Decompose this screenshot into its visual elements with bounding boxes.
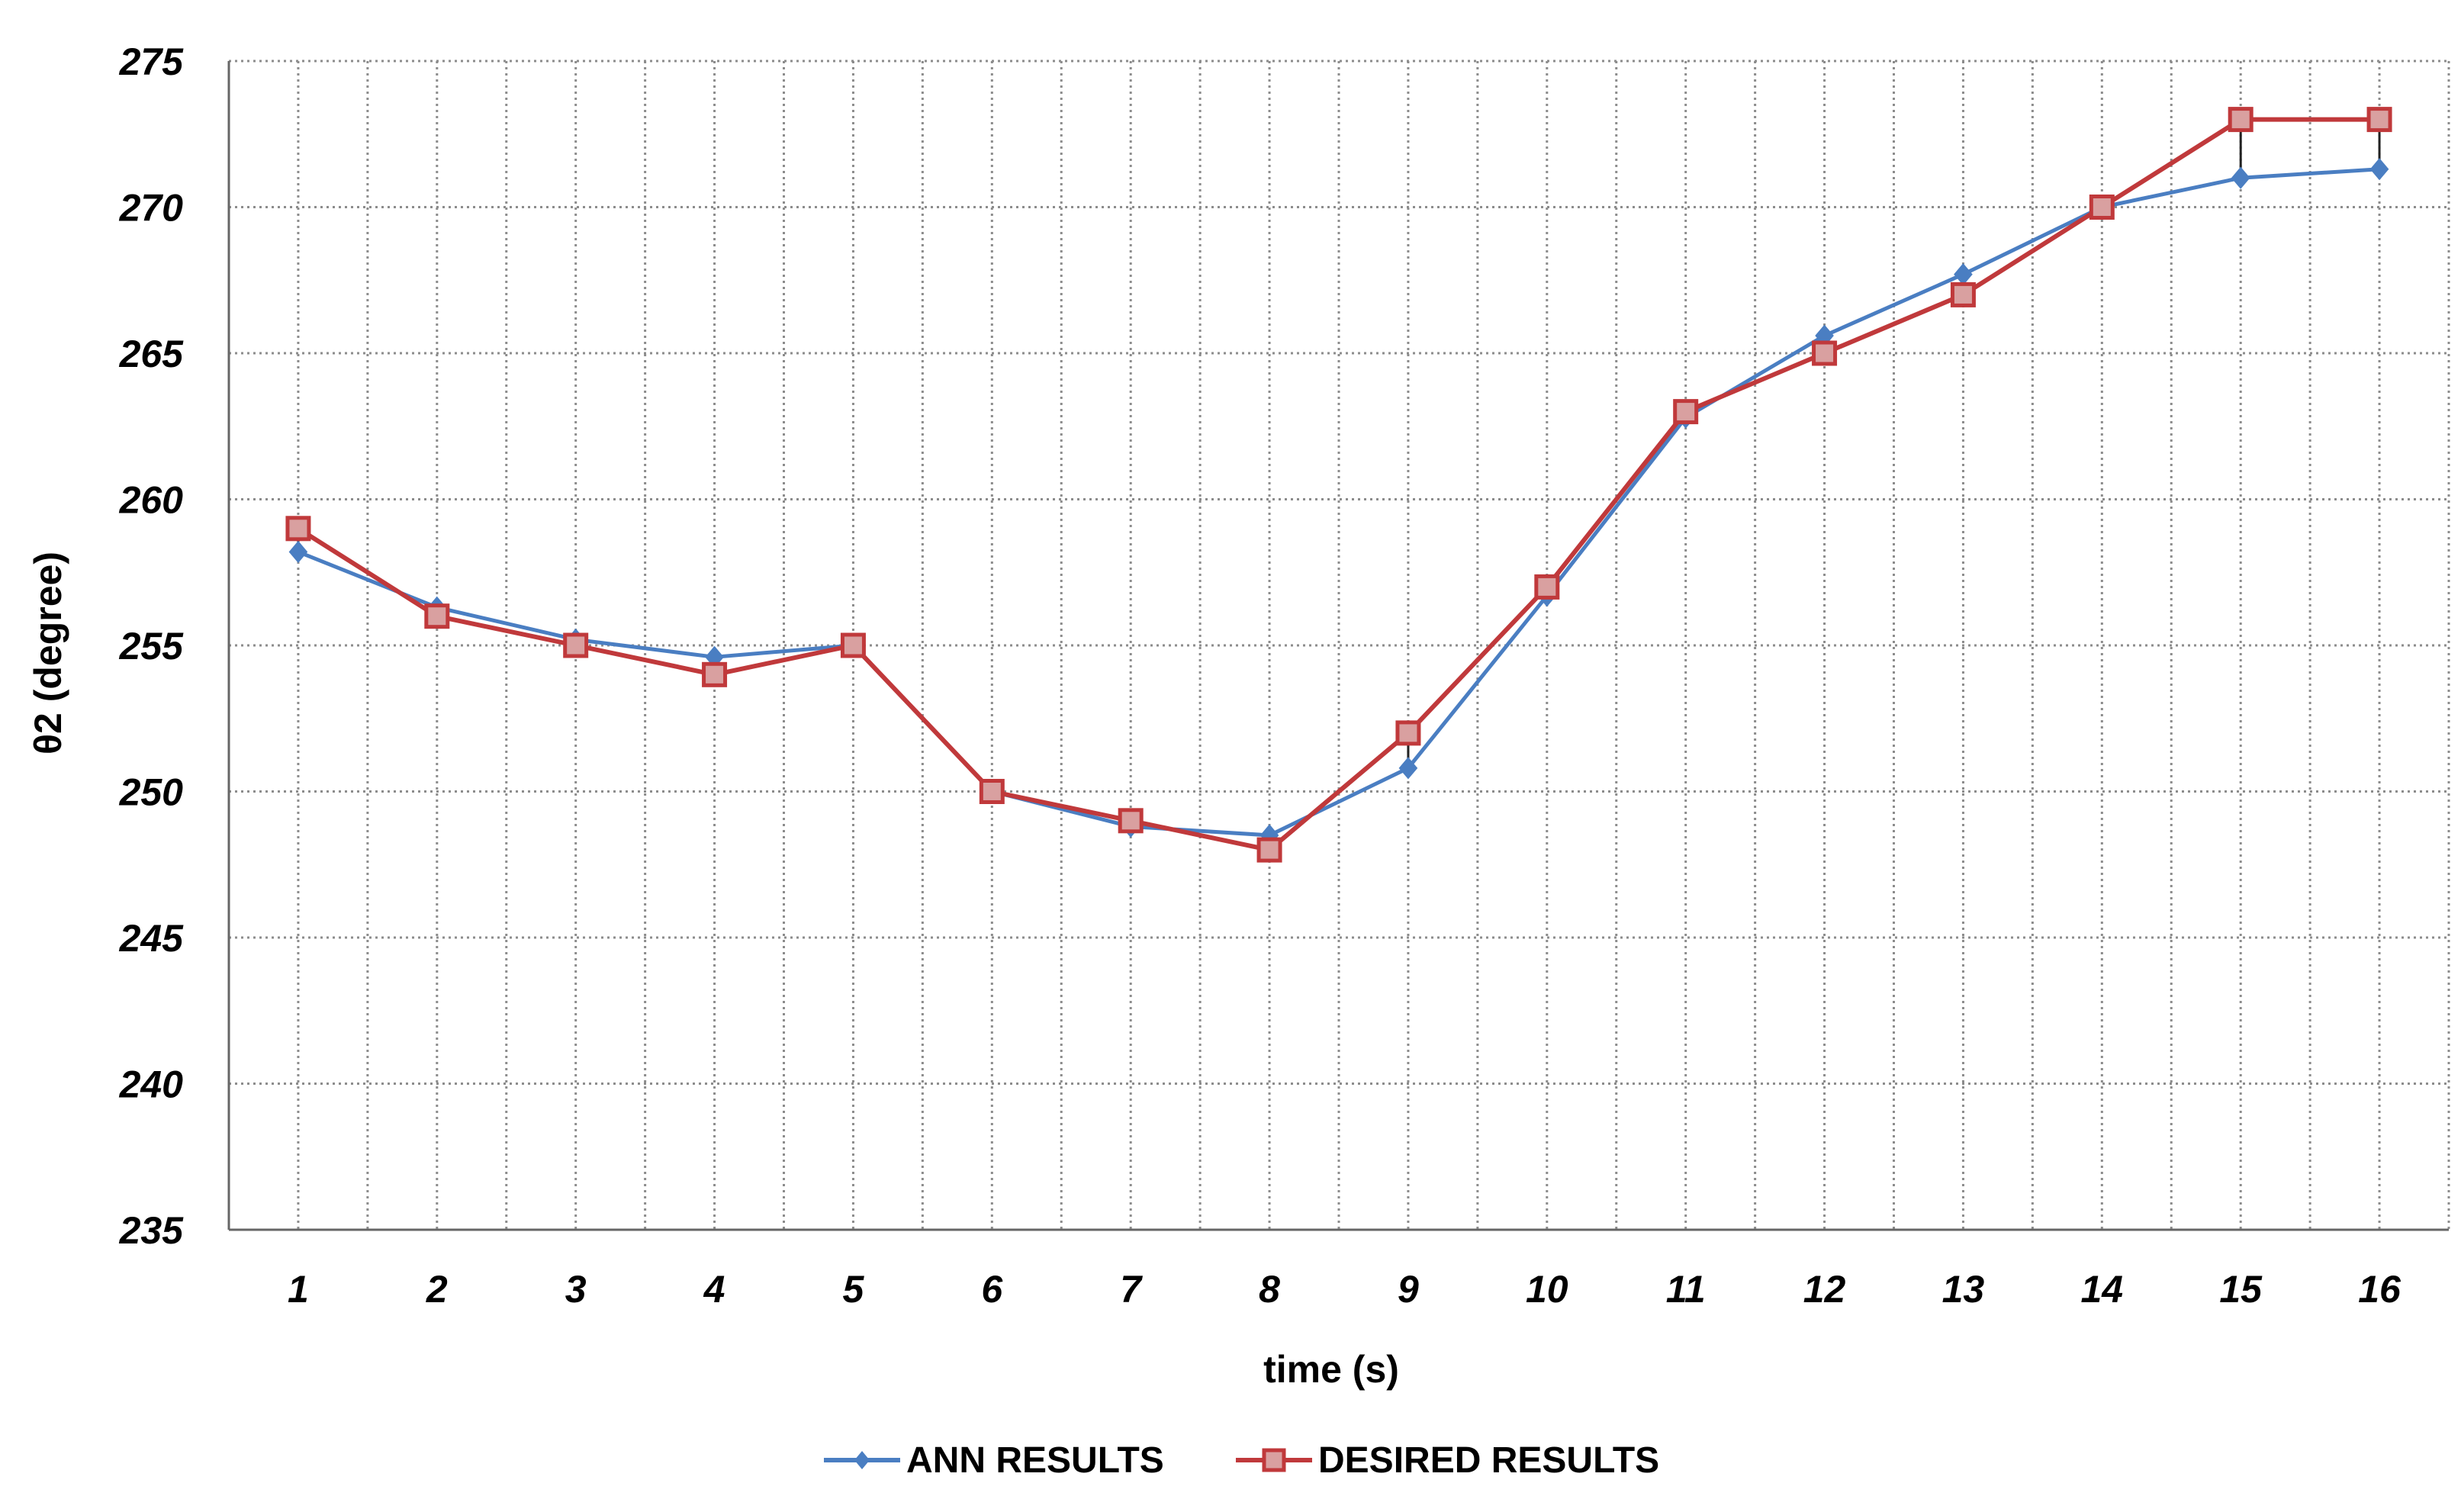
y-tick-label: 245 — [119, 917, 185, 960]
x-tick-label: 14 — [2081, 1268, 2124, 1311]
y-tick-label: 235 — [119, 1209, 185, 1252]
series-markers — [285, 107, 2392, 863]
data-point-desired-results — [979, 779, 1005, 804]
x-tick-label: 7 — [1120, 1268, 1143, 1311]
x-tick-label: 13 — [1942, 1268, 1985, 1311]
legend-label: DESIRED RESULTS — [1318, 1440, 1659, 1481]
x-tick-label: 2 — [426, 1268, 448, 1311]
series-line-desired-results — [297, 117, 2380, 853]
data-point-desired-results — [2366, 107, 2392, 133]
x-tick-label: 4 — [703, 1268, 725, 1311]
y-tick-label: 265 — [119, 333, 185, 375]
series-line-ann-results — [298, 167, 2380, 838]
data-point-desired-results — [424, 603, 450, 629]
grid — [227, 60, 2450, 1231]
x-axis-title: time (s) — [1263, 1348, 1399, 1391]
x-tick-label: 6 — [981, 1268, 1003, 1311]
data-point-desired-results — [1256, 837, 1282, 863]
legend-marker-diamond — [854, 1451, 870, 1469]
x-tick-label: 11 — [1666, 1268, 1706, 1311]
data-point-ann-results — [2231, 166, 2250, 189]
x-tick-label: 8 — [1259, 1268, 1280, 1311]
y-tick-label: 250 — [119, 771, 184, 814]
data-point-desired-results — [563, 632, 589, 658]
y-tick-label: 270 — [119, 187, 184, 230]
data-point-desired-results — [1118, 808, 1144, 834]
y-axis-ticks: 235 240 245 250 255 260 265 270 275 — [119, 40, 185, 1252]
legend: ANN RESULTS DESIRED RESULTS — [824, 1440, 1659, 1481]
data-point-desired-results — [1534, 574, 1560, 600]
data-point-ann-results — [288, 540, 308, 563]
x-tick-label: 16 — [2358, 1268, 2401, 1311]
data-point-desired-results — [840, 632, 866, 658]
legend-marker-square — [1262, 1448, 1286, 1472]
y-tick-label: 275 — [119, 40, 185, 83]
data-point-desired-results — [1950, 281, 1976, 307]
data-point-desired-results — [2089, 195, 2115, 220]
x-tick-label: 9 — [1398, 1268, 1419, 1311]
y-tick-label: 260 — [119, 479, 184, 522]
data-point-desired-results — [2228, 107, 2254, 133]
x-tick-label: 12 — [1803, 1268, 1846, 1311]
data-point-desired-results — [1812, 340, 1838, 366]
x-tick-label: 5 — [843, 1268, 865, 1311]
x-tick-label: 3 — [565, 1268, 587, 1311]
y-tick-label: 255 — [119, 625, 185, 668]
x-tick-label: 10 — [1526, 1268, 1568, 1311]
legend-label: ANN RESULTS — [906, 1440, 1164, 1481]
data-point-desired-results — [702, 661, 728, 687]
series-lines — [297, 117, 2380, 853]
data-point-desired-results — [1673, 399, 1699, 425]
data-point-desired-results — [285, 516, 311, 542]
data-point-ann-results — [2369, 158, 2389, 181]
x-axis-ticks: 1 2 3 4 5 6 7 8 9 10 11 12 13 14 15 16 — [288, 1268, 2401, 1311]
data-point-desired-results — [1395, 720, 1421, 746]
y-tick-label: 240 — [119, 1063, 184, 1106]
data-point-ann-results — [1398, 757, 1418, 780]
x-tick-label: 15 — [2219, 1268, 2263, 1311]
y-axis-title: θ2 (degree) — [27, 552, 69, 754]
x-tick-label: 1 — [288, 1268, 309, 1311]
